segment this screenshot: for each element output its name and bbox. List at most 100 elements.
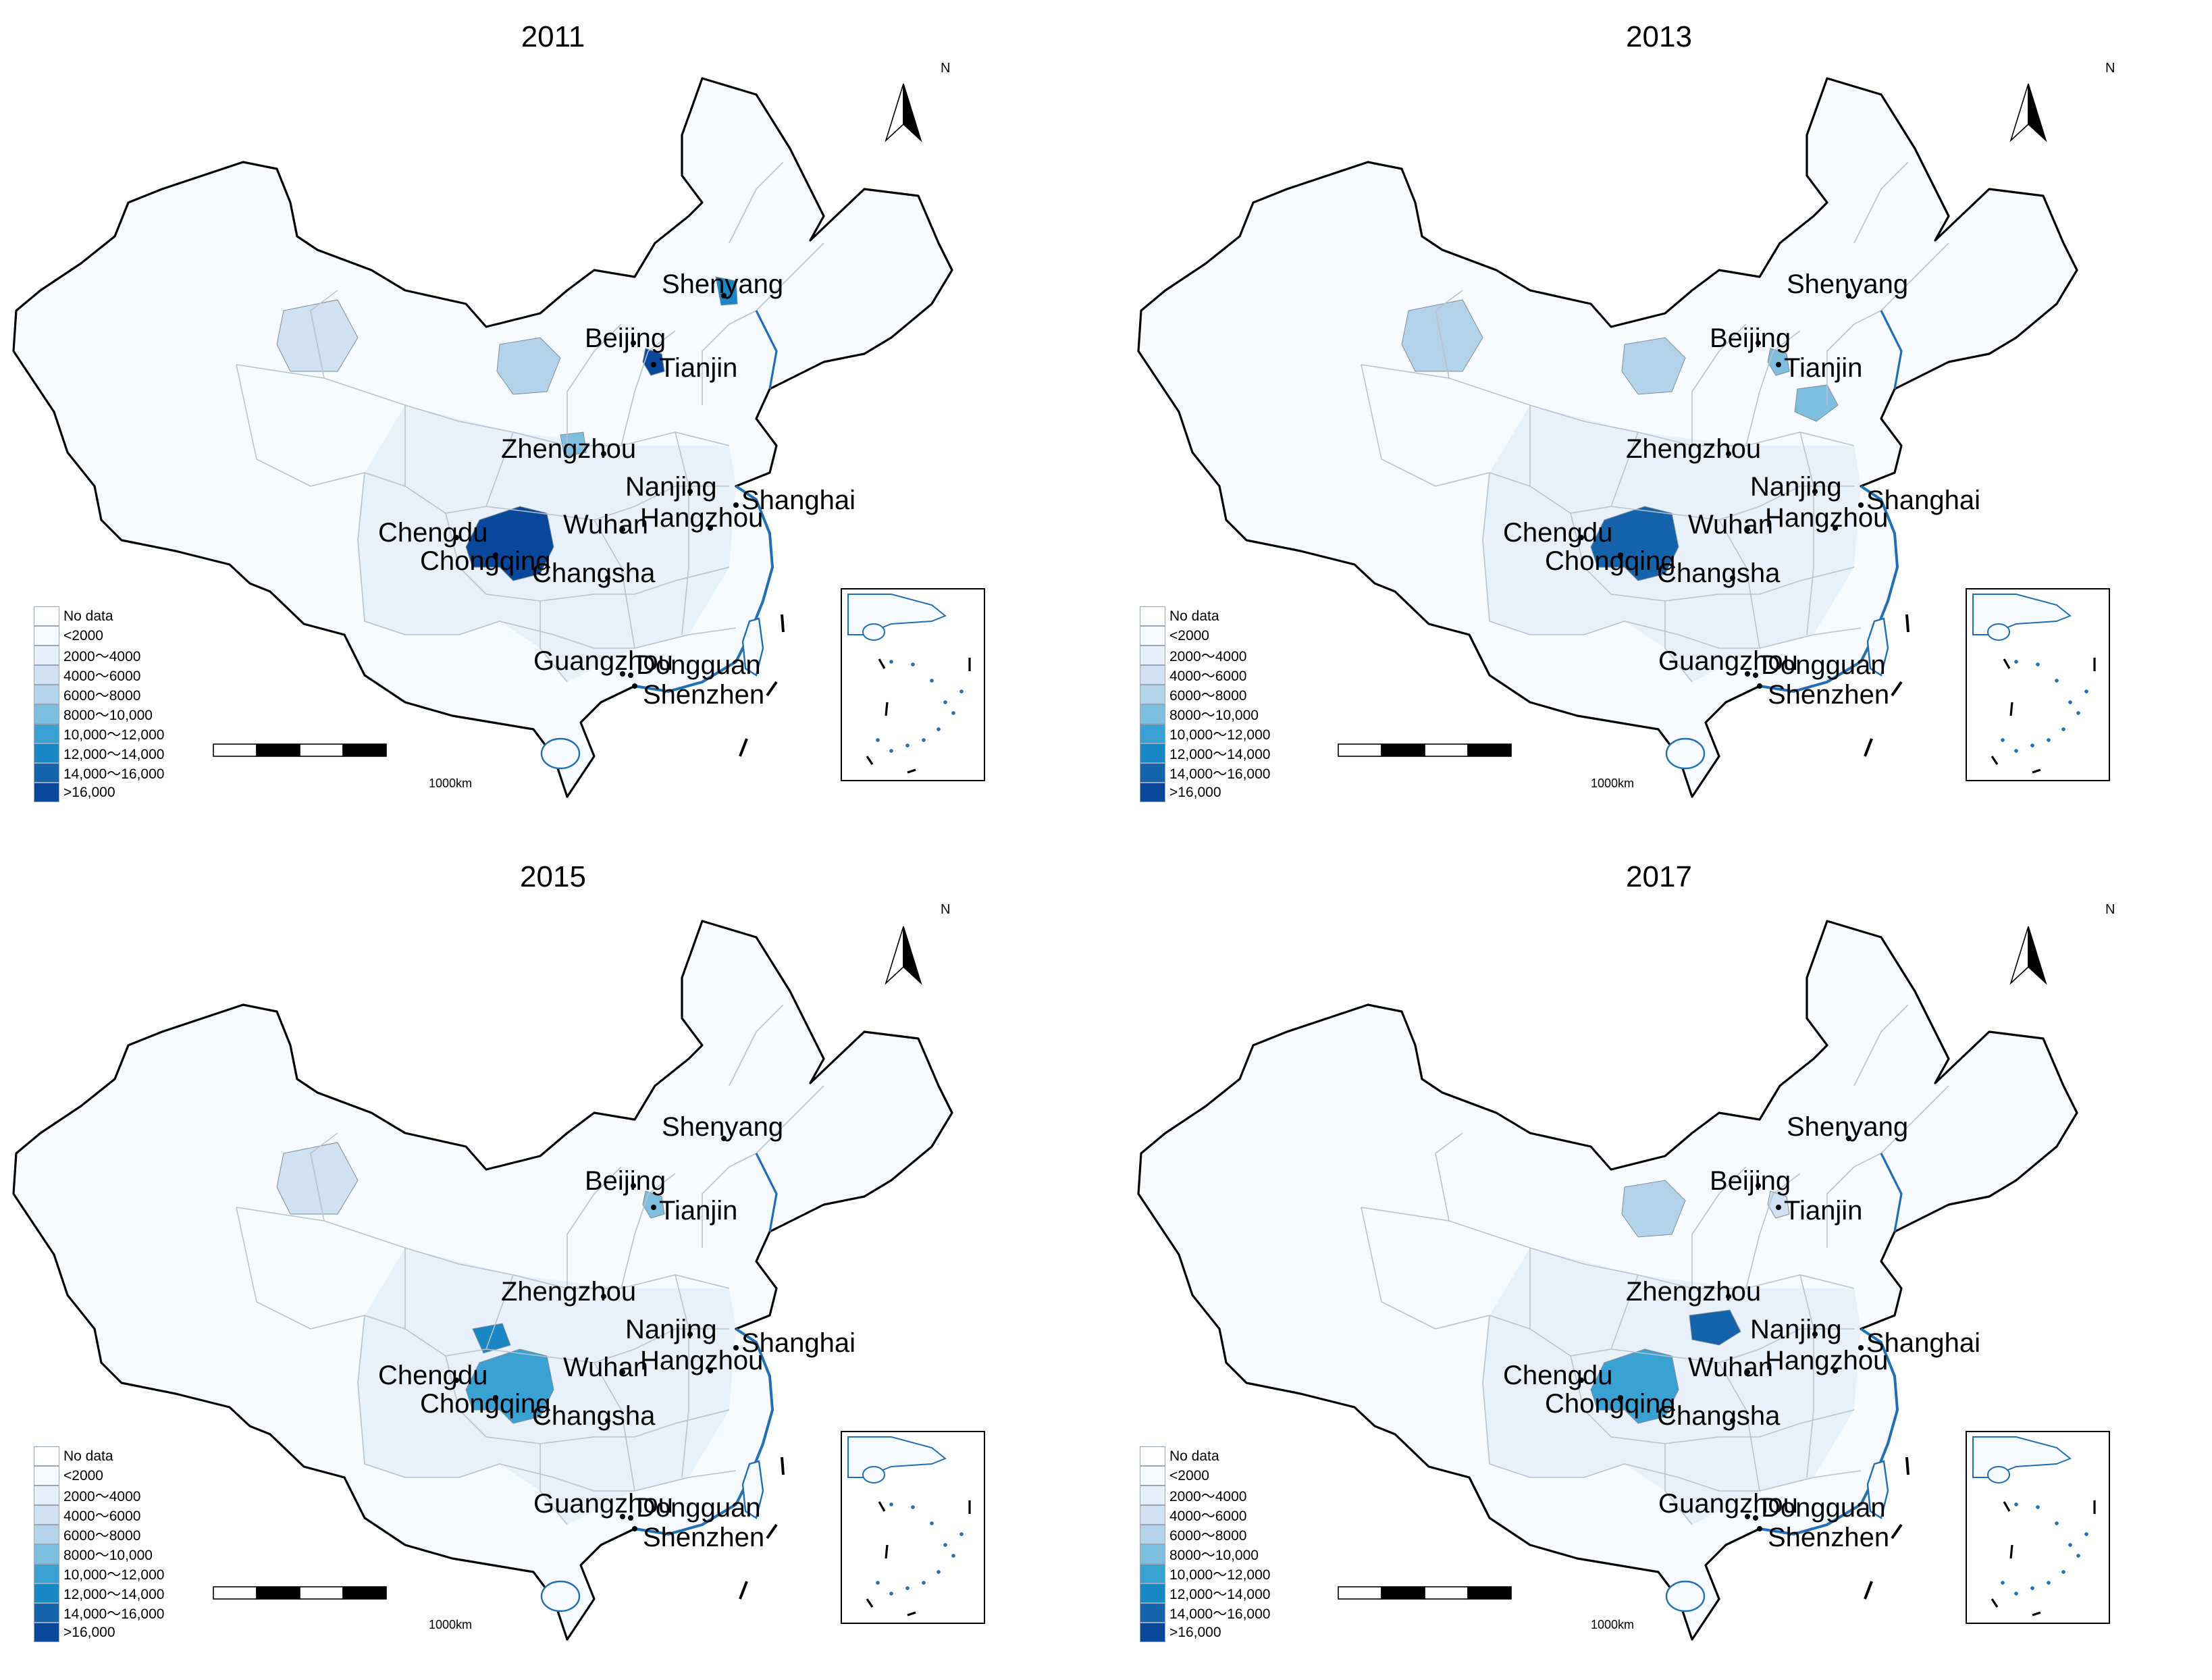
national-border [1137,77,2078,798]
legend-swatch [1140,685,1165,704]
city-label: Tianjin [659,1196,737,1226]
legend-swatch [34,646,59,665]
legend-swatch [34,743,59,763]
national-border [1137,920,2078,1641]
region-shenyang [715,276,738,306]
legend-item: 14,000～16,000 [34,1603,164,1623]
coastline [755,1153,778,1232]
city-dot [733,1345,739,1350]
legend-swatch [34,626,59,646]
city-label: Chongqing [1545,546,1676,576]
legend-swatch [1140,1505,1165,1525]
legend-label: 6000～8000 [63,687,141,704]
city-label: Shenzhen [643,1523,764,1552]
city-label: Dongguan [1761,650,1886,680]
province-boundary [729,1004,784,1086]
city-dot [1833,1368,1838,1373]
inset-island [905,743,910,747]
inset-hainan [862,623,885,641]
inset-island [2001,1581,2005,1585]
legend-item: <2000 [1140,1466,1270,1486]
legend-label: <2000 [63,1467,103,1484]
legend-label: 4000～6000 [1169,668,1247,684]
city-dot [605,1418,610,1423]
legend-item: 8000～10,000 [1140,1544,1270,1564]
north-arrow-label: N [2105,902,2115,917]
province-boundary [702,1153,757,1248]
coastline [1880,310,1903,390]
province-boundary [621,1173,676,1289]
inset-island [959,689,964,693]
province-boundary [485,1328,729,1363]
city-dot [1757,683,1762,689]
legend-label: <2000 [1169,1467,1209,1484]
legend-item: 2000～4000 [34,1486,164,1505]
legend-swatch [34,1466,59,1486]
city-label: Chengdu [378,1361,488,1390]
legend-label: No data [1169,608,1219,624]
maritime-boundary-dash [1905,1456,1910,1475]
scale-bar-segment [213,1586,257,1600]
city-dot [1745,671,1750,677]
city-dot [1745,1369,1750,1375]
province-boundary [567,323,622,446]
city-label: Zhengzhou [501,434,636,464]
city-label: Guangzhou [1658,646,1798,676]
legend-swatch [34,665,59,685]
city-label: Beijing [585,1166,666,1196]
legend-swatch [1140,783,1165,802]
inset-boundary-dash [885,702,889,716]
city-dot [733,502,739,508]
legend-item: No data [1140,606,1270,626]
legend-label: 12,000～14,000 [1169,746,1271,762]
province-boundary [539,1444,568,1525]
inset-boundary-dash [866,1598,874,1608]
legend-label: 4000～6000 [63,668,141,684]
city-dot [708,1368,713,1373]
legend-swatch [34,704,59,724]
legend-label: 14,000～16,000 [63,766,165,782]
legend-label: 4000～6000 [1169,1508,1247,1524]
legend-swatch [1140,1466,1165,1486]
inset-island [889,749,893,753]
national-border [12,920,953,1641]
legend-item: 8000～10,000 [1140,704,1270,724]
scale-bar [213,743,387,757]
legend-item: 4000～6000 [34,665,164,685]
region-xinjiang_north [276,1142,359,1215]
inset-island [911,1505,915,1509]
legend-swatch [1140,763,1165,783]
hainan-island [540,737,581,770]
coastline [1759,485,1899,693]
city-dot [1579,1377,1584,1383]
north-arrow-icon [2009,926,2047,985]
legend-swatch [1140,1486,1165,1505]
legend-swatch [1140,704,1165,724]
region-inner_mongolia_west [1621,1180,1686,1238]
maritime-boundary-dash [766,681,778,697]
maritime-boundary-dash [1864,738,1873,757]
legend-item: <2000 [34,626,164,646]
inset-boundary-dash [1991,1598,1999,1608]
city-label: Beijing [1710,1166,1791,1196]
scale-bar-segment [1424,743,1469,757]
inset-island [905,1586,910,1590]
province-boundary [1799,1274,1814,1478]
city-dot [1753,673,1758,678]
city-label: Wuhan [563,1353,648,1382]
province-boundary [445,513,730,602]
inset-island [922,738,926,742]
province-boundary [1361,1207,1531,1330]
legend-label: 6000～8000 [1169,1527,1247,1544]
maritime-boundary-dash [1864,1581,1873,1600]
region-henan_south [1689,1309,1741,1346]
province-boundary [1435,290,1463,379]
province-boundary [1482,1315,1625,1478]
inset-boundary-dash [885,1544,889,1559]
legend-item: 4000～6000 [34,1505,164,1525]
city-label: Shenzhen [1768,1523,1889,1552]
scale-bar-label: 1000km [1591,777,1635,790]
hainan-island [1665,737,1706,770]
city-label: Chengdu [1503,1361,1612,1390]
